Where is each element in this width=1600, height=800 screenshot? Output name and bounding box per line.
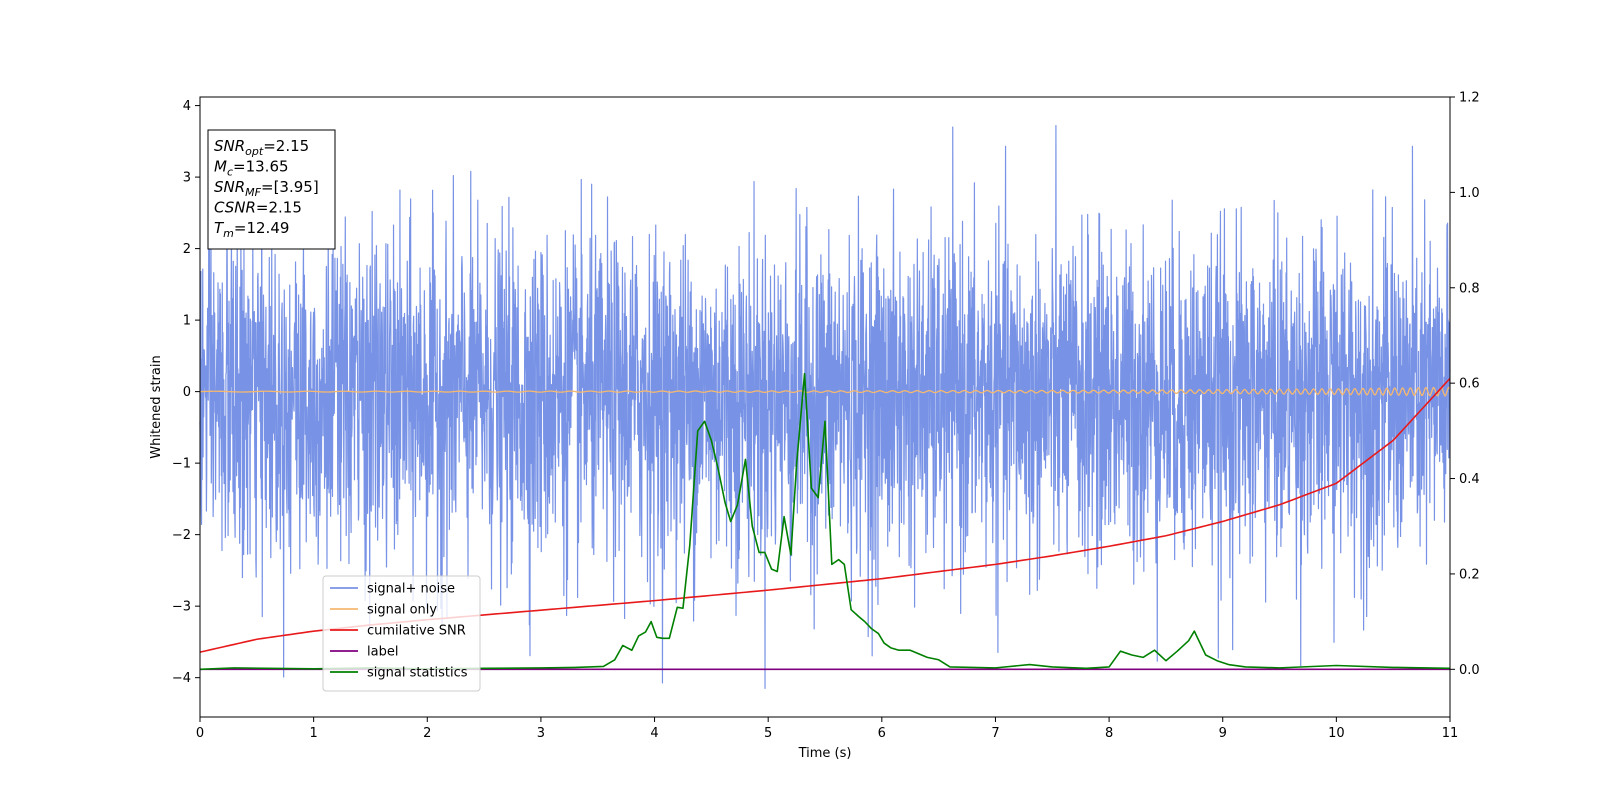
legend-label: label <box>367 645 398 660</box>
plot-frame <box>199 96 1451 718</box>
x-tick-label: 9 <box>1219 726 1227 741</box>
y-right-tick-label: 1.0 <box>1459 186 1480 201</box>
info-box-line: Tm=12.49 <box>214 219 289 240</box>
series-line-signal-noise <box>199 125 1451 689</box>
info-box-line: CSNR=2.15 <box>214 199 302 217</box>
y-left-tick-label: −2 <box>172 528 191 543</box>
legend-frame <box>322 575 481 692</box>
y-left-tick-label: 1 <box>183 314 191 329</box>
x-axis-title-group: Time (s) <box>798 746 852 761</box>
info-box-line: SNRMF=[3.95] <box>214 178 319 199</box>
y-left-tick-label: 0 <box>183 385 191 400</box>
y-axis-title-group: Whitened strain <box>149 355 164 458</box>
x-tick-label: 7 <box>991 726 999 741</box>
x-tick-label: 8 <box>1105 726 1113 741</box>
x-tick-label: 11 <box>1442 726 1459 741</box>
x-tick-label: 2 <box>423 726 431 741</box>
y-left-tick-label: 4 <box>183 99 191 114</box>
legend: signal+ noise signal only cumilative SNR la… <box>322 575 481 692</box>
y-left-tick-label: 3 <box>183 171 191 186</box>
info-box-line: Mc=13.65 <box>214 158 289 179</box>
legend-label: signal+ noise <box>367 582 455 597</box>
x-tick-label: 1 <box>309 726 317 741</box>
series-line-signal-statistics <box>199 372 1451 671</box>
x-tick-label: 0 <box>196 726 204 741</box>
x-tick-label: 4 <box>650 726 658 741</box>
y-right-tick-label: 0.2 <box>1459 567 1480 582</box>
y-axis-label: Whitened strain <box>149 355 164 458</box>
y-left-tick-label: −4 <box>172 671 191 686</box>
ticks-layer: 0 1 2 3 4 5 6 7 8 9 10 11 −4 −3 −2 −1 0 1 2 3 4 0.0 0.2 0.4 0.6 0… <box>172 91 1480 742</box>
info-box-frame <box>207 129 336 250</box>
y-right-tick-label: 1.2 <box>1459 91 1480 106</box>
x-axis-label: Time (s) <box>798 746 852 761</box>
y-right-tick-label: 0.0 <box>1459 663 1480 678</box>
y-left-tick-label: 2 <box>183 242 191 257</box>
y-left-tick-label: −1 <box>172 457 191 472</box>
info-box-line: SNRopt=2.15 <box>214 137 309 158</box>
x-tick-label: 6 <box>878 726 886 741</box>
y-right-tick-label: 0.4 <box>1459 472 1480 487</box>
x-tick-label: 10 <box>1328 726 1345 741</box>
info-box: SNRopt=2.15Mc=13.65SNRMF=[3.95]CSNR=2.15… <box>207 129 336 250</box>
series-line-signal-only <box>199 386 1451 397</box>
legend-label: signal only <box>367 603 437 618</box>
legend-label: cumilative SNR <box>367 624 466 639</box>
y-right-tick-label: 0.6 <box>1459 377 1480 392</box>
y-right-tick-label: 0.8 <box>1459 281 1480 296</box>
x-tick-label: 3 <box>537 726 545 741</box>
y-left-tick-label: −3 <box>172 600 191 615</box>
legend-label: signal statistics <box>367 666 468 681</box>
x-tick-label: 5 <box>764 726 772 741</box>
